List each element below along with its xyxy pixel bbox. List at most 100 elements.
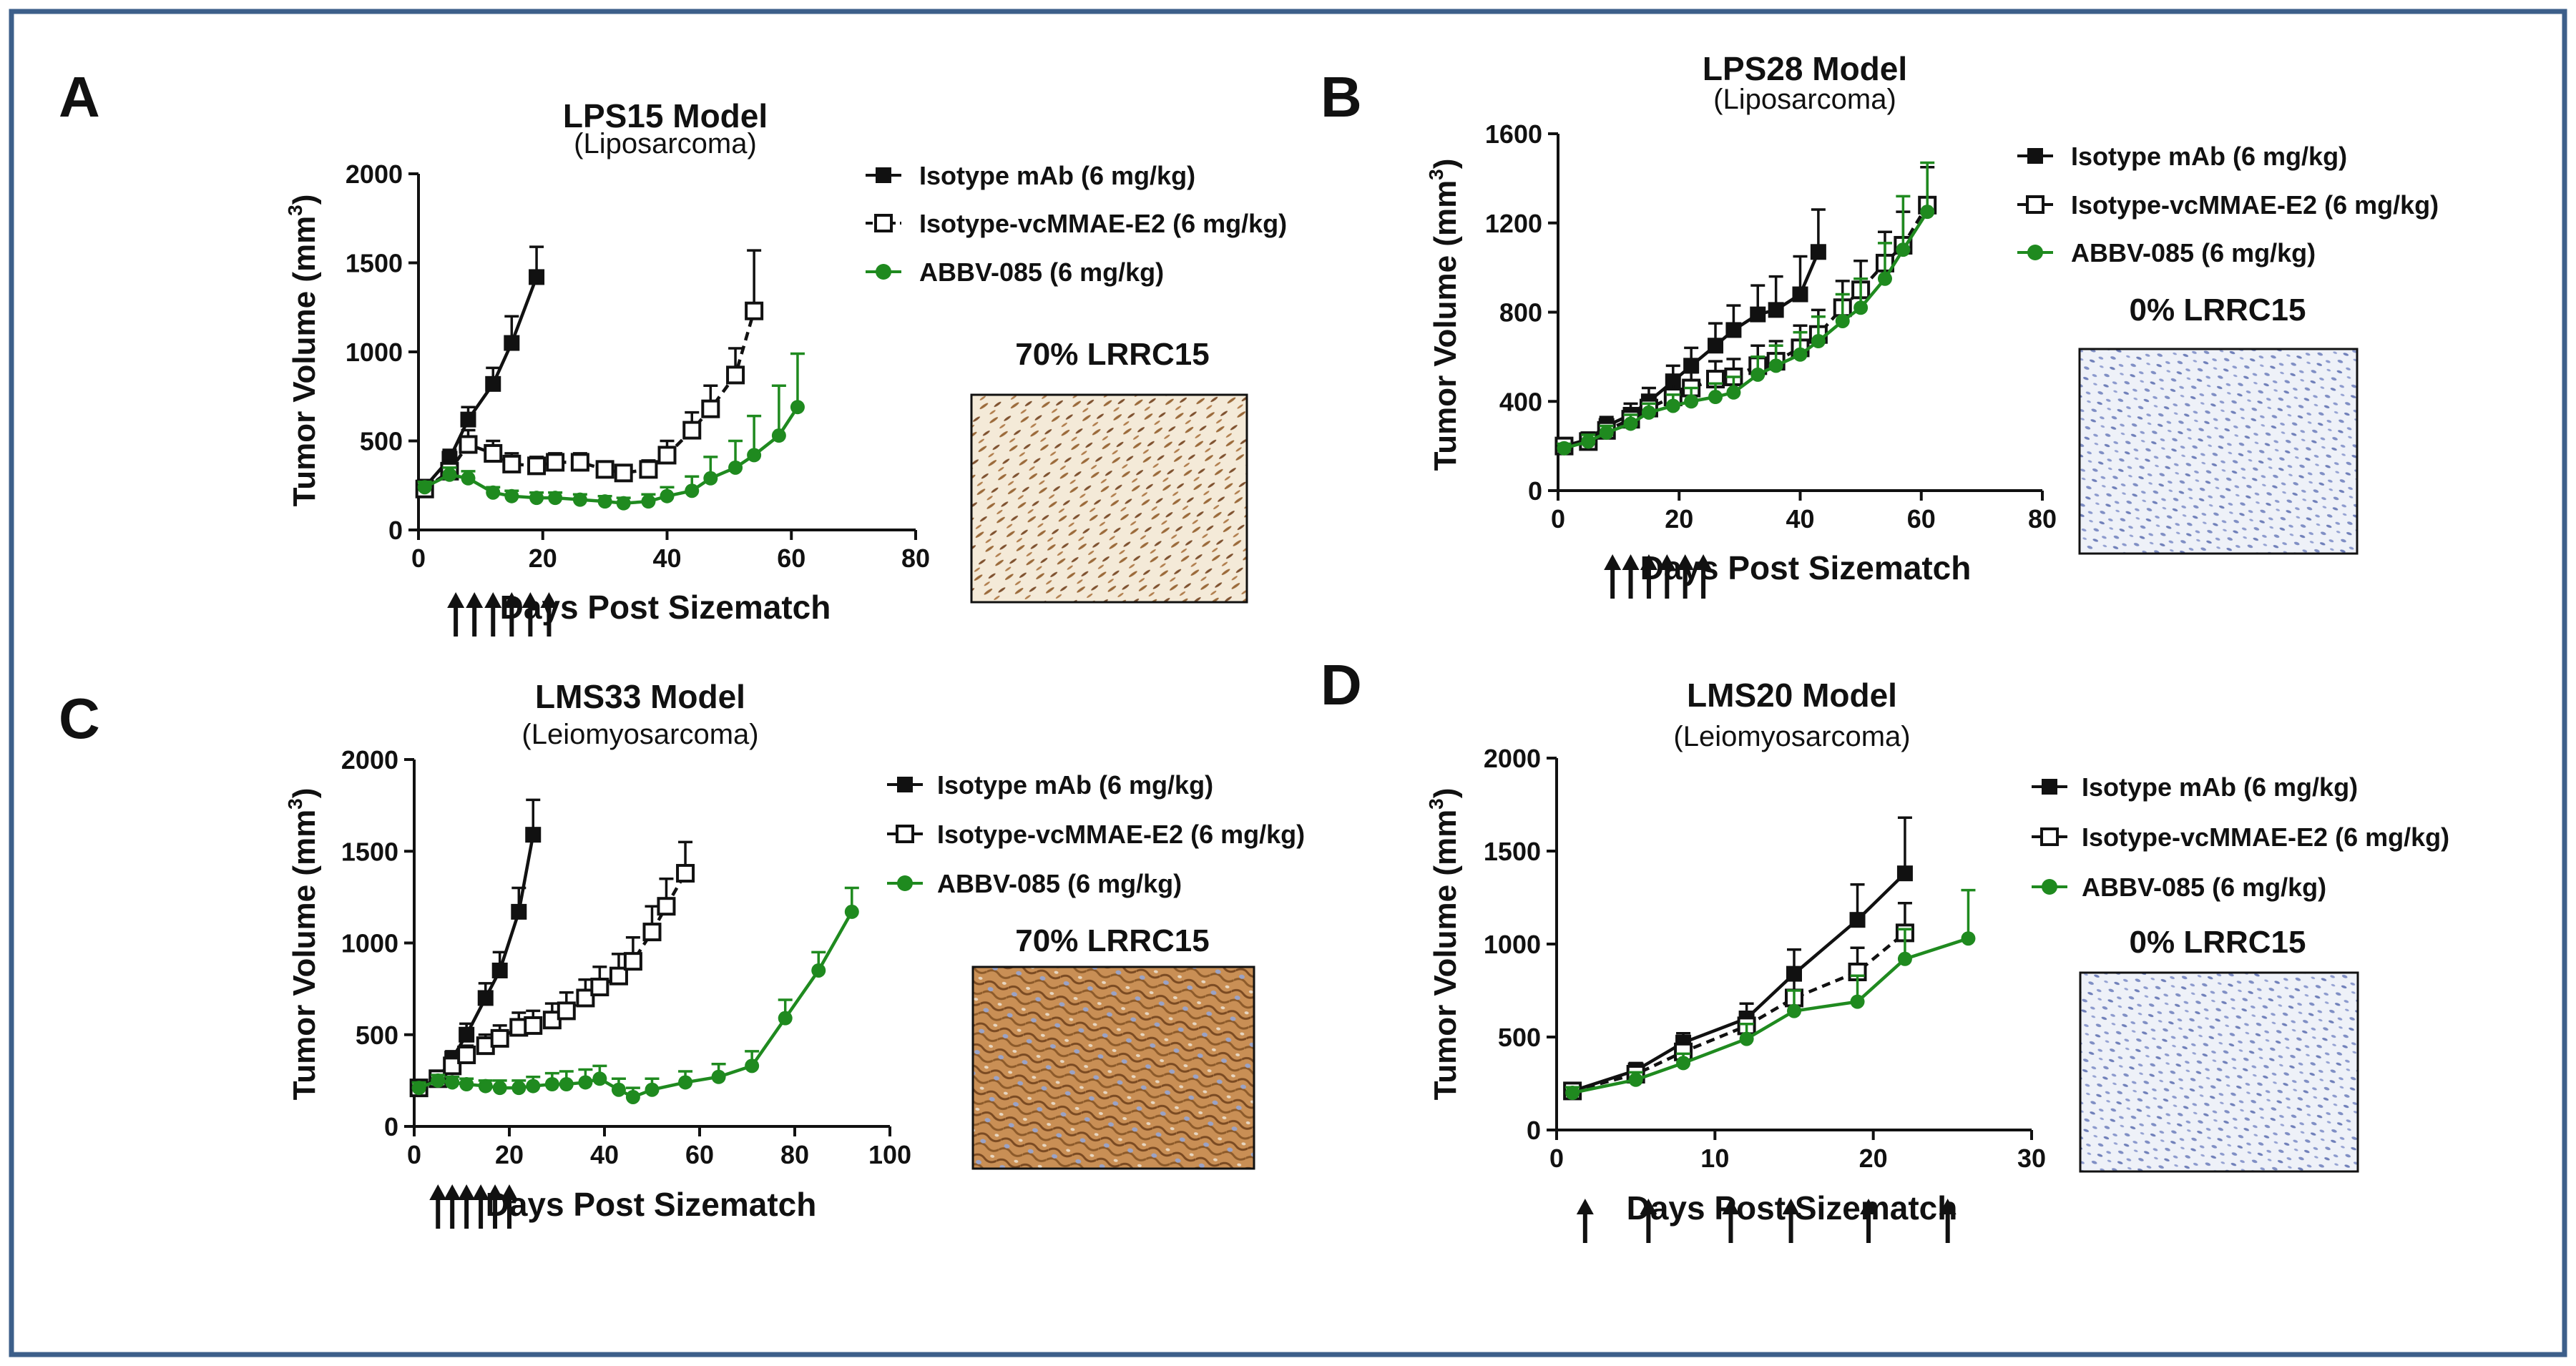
panel-a: A LPS15 Model (Liposarcoma) 0 500 1000 1500… xyxy=(59,65,1287,637)
data-point xyxy=(1793,347,1808,362)
y-tick-label: 800 xyxy=(1499,298,1542,328)
dosing-arrow-icon xyxy=(1782,1199,1800,1243)
legend-label: ABBV-085 (6 mg/kg) xyxy=(2082,873,2326,902)
legend: Isotype mAb (6 mg/kg) Isotype-vcMMAE-E2 … xyxy=(2032,772,2449,902)
data-point xyxy=(504,488,519,503)
dosing-arrow-icon xyxy=(1622,554,1640,599)
x-tick-label: 60 xyxy=(777,544,805,573)
ihc-image xyxy=(970,393,1248,604)
legend-label: ABBV-085 (6 mg/kg) xyxy=(937,869,1182,898)
arrow-head xyxy=(1622,554,1640,570)
arrow-head xyxy=(1640,1199,1657,1214)
chart-title: LPS28 Model xyxy=(1703,50,1907,87)
axes: 0 500 1000 1500 2000 0 10 20 30 xyxy=(1484,744,2046,1173)
data-point xyxy=(572,492,587,507)
y-tick-label: 2000 xyxy=(346,159,403,189)
series-group xyxy=(409,798,859,1104)
data-point xyxy=(485,375,501,392)
x-tick-label: 20 xyxy=(1859,1144,1888,1173)
series-line xyxy=(1564,204,1929,448)
data-point xyxy=(1792,286,1808,303)
data-point xyxy=(1877,271,1892,286)
arrow-head xyxy=(1576,1199,1594,1214)
dosing-arrow-icon xyxy=(447,592,465,637)
data-point xyxy=(1628,1072,1643,1087)
data-point xyxy=(1920,205,1935,220)
arrow-head xyxy=(540,592,558,608)
x-tick-label: 80 xyxy=(901,544,930,573)
dosing-arrow-icon xyxy=(444,1184,461,1229)
data-point xyxy=(478,1078,493,1094)
arrow-head xyxy=(484,592,502,608)
data-point xyxy=(726,365,745,385)
panel-label-c: C xyxy=(59,687,100,750)
legend-label: Isotype-vcMMAE-E2 (6 mg/kg) xyxy=(2071,190,2439,220)
y-tick-label: 0 xyxy=(384,1112,398,1141)
data-point xyxy=(1684,394,1699,409)
dosing-arrow-icon xyxy=(521,592,539,637)
data-point xyxy=(557,1001,576,1021)
arrow-head xyxy=(521,592,539,608)
ihc-image xyxy=(971,965,1255,1170)
x-tick-label: 40 xyxy=(1786,504,1814,534)
arrow-head xyxy=(503,592,521,608)
data-point xyxy=(1725,322,1742,338)
dosing-arrow-icon xyxy=(1939,1199,1957,1243)
data-point xyxy=(711,1069,726,1084)
arrow-head xyxy=(501,1184,518,1200)
data-point xyxy=(559,1077,574,1092)
data-point xyxy=(417,480,432,495)
data-point xyxy=(1726,385,1741,400)
data-point xyxy=(526,1078,541,1094)
data-point xyxy=(1665,398,1680,413)
data-point xyxy=(642,923,662,942)
data-point xyxy=(529,491,544,506)
data-point xyxy=(623,952,642,971)
y-tick-label: 1000 xyxy=(346,338,403,367)
figure-frame xyxy=(9,9,2567,1357)
data-point xyxy=(576,988,595,1008)
legend-label: Isotype mAb (6 mg/kg) xyxy=(2082,772,2358,802)
data-point xyxy=(1961,931,1976,946)
y-tick-label: 1200 xyxy=(1485,209,1542,238)
panel-c: C LMS33 Model (Leiomyosarcoma) 050010001… xyxy=(59,678,1305,1229)
data-point xyxy=(1897,951,1912,966)
dosing-arrow-icon xyxy=(472,1184,490,1229)
dosing-arrow-icon xyxy=(486,1184,504,1229)
arrow-head xyxy=(1695,554,1713,570)
x-tick-label: 40 xyxy=(652,544,681,573)
data-point xyxy=(484,443,503,463)
ihc-label: 0% LRRC15 xyxy=(2130,293,2306,328)
panel-label-b: B xyxy=(1321,65,1362,129)
arrow-head xyxy=(1676,554,1694,570)
dosing-arrow-icon xyxy=(1658,554,1676,599)
series-line xyxy=(418,834,535,1090)
ihc-label: 70% LRRC15 xyxy=(1015,923,1209,958)
data-point xyxy=(701,399,720,418)
data-point xyxy=(660,488,675,503)
data-point xyxy=(1787,1003,1801,1018)
dosing-arrow-icon xyxy=(484,592,502,637)
dosing-arrow-icon xyxy=(1722,1199,1740,1243)
data-point xyxy=(595,460,614,479)
panel-b: B LPS28 Model (Liposarcoma) 040080012001… xyxy=(1321,50,2439,599)
x-tick-label: 20 xyxy=(495,1140,524,1169)
data-point xyxy=(502,454,521,473)
data-point xyxy=(657,446,677,465)
data-point xyxy=(778,1011,793,1026)
data-point xyxy=(1896,242,1911,257)
data-point xyxy=(459,435,478,454)
legend-label: ABBV-085 (6 mg/kg) xyxy=(2071,238,2316,267)
dosing-arrow-icon xyxy=(1576,1199,1594,1243)
ihc-image xyxy=(2079,971,2359,1173)
x-tick-label: 20 xyxy=(529,544,557,573)
data-point xyxy=(685,483,700,498)
chart-subtitle: (Liposarcoma) xyxy=(1713,84,1896,115)
dosing-arrow-icon xyxy=(1695,554,1713,599)
panel-d: D LMS20 Model (Leiomyosarcoma) 0 500 1000 1… xyxy=(1321,653,2449,1243)
arrow-head xyxy=(486,1184,504,1200)
data-point xyxy=(641,494,656,509)
x-tick-label: 0 xyxy=(1551,504,1565,534)
data-point xyxy=(682,421,702,440)
series-line xyxy=(1572,872,1906,1093)
